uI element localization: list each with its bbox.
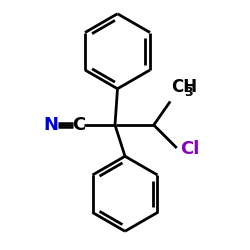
Text: CH: CH: [172, 78, 198, 96]
Text: Cl: Cl: [180, 140, 200, 158]
Text: C: C: [72, 116, 86, 134]
Text: N: N: [44, 116, 59, 134]
Text: 3: 3: [184, 86, 192, 100]
